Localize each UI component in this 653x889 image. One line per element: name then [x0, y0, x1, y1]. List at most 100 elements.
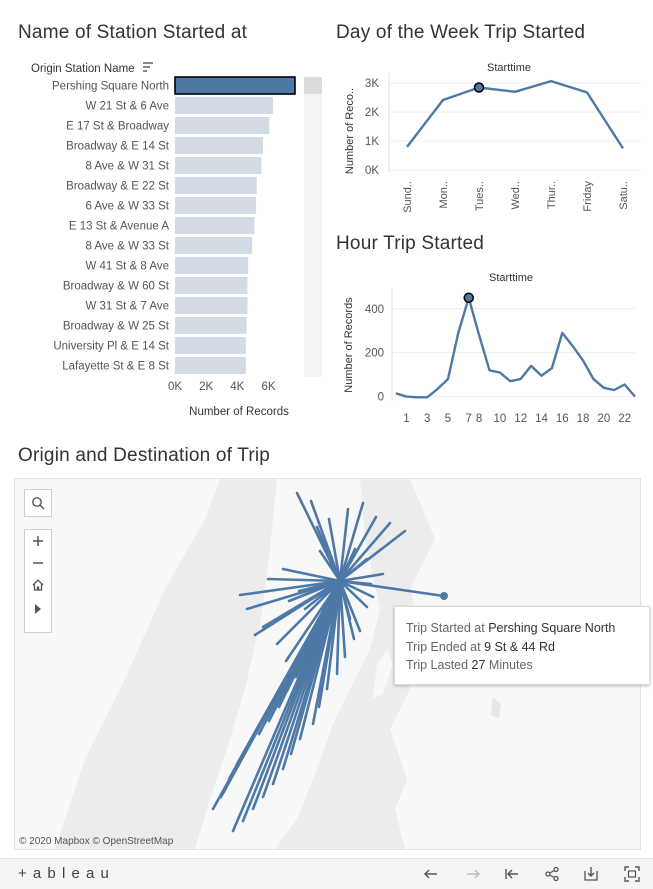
tooltip-trip-lasted: Trip Lasted 27 Minutes	[406, 658, 533, 672]
trip-line[interactable]	[275, 579, 342, 646]
trip-line[interactable]	[338, 507, 350, 583]
fullscreen-button[interactable]	[621, 863, 643, 885]
hour-line-chart[interactable]: Starttime 0 200 400 Number of Records 1 3 5 7 8 10…	[330, 265, 653, 430]
station-header-label[interactable]: Origin Station Name	[31, 63, 135, 75]
bar[interactable]	[175, 117, 270, 134]
bar[interactable]	[175, 97, 274, 114]
redo-icon	[467, 869, 480, 879]
day-line-chart[interactable]: Starttime 0K 1K 2K 3K Number of Reco.. Sund.. M…	[330, 55, 653, 223]
trip-line[interactable]	[335, 579, 342, 676]
search-icon	[32, 497, 45, 510]
x-tick-label: 1	[403, 413, 409, 425]
redo-button[interactable]	[462, 863, 484, 885]
bar[interactable]	[175, 277, 248, 294]
x-tick-label: 18	[577, 413, 590, 425]
day-series-line[interactable]	[406, 79, 625, 150]
tableau-toolbar: + a b l e a u	[0, 858, 653, 889]
trip-line[interactable]	[238, 579, 342, 597]
bar[interactable]	[175, 157, 262, 174]
trip-line[interactable]	[338, 579, 375, 599]
park-detail	[491, 697, 501, 719]
scrollbar-thumb[interactable]	[304, 77, 322, 94]
trip-line[interactable]	[313, 579, 342, 599]
x-tick-label: 14	[535, 413, 548, 425]
hour-series-line[interactable]	[395, 296, 636, 399]
trip-line[interactable]	[338, 579, 369, 609]
bar-category-label: Broadway & W 60 St	[63, 281, 170, 293]
trip-line[interactable]	[338, 521, 392, 583]
tooltip-trip-ended: Trip Ended at 9 St & 44 Rd	[406, 639, 555, 654]
bar[interactable]	[175, 217, 255, 234]
y-tick-label: 0K	[365, 165, 379, 177]
hour-chart-title: Hour Trip Started	[336, 233, 485, 254]
revert-button[interactable]	[501, 863, 523, 885]
download-button[interactable]	[580, 863, 602, 885]
bar[interactable]	[175, 177, 257, 194]
home-icon	[32, 579, 44, 591]
map-tooltip: Trip Started at Pershing Square North Tr…	[394, 606, 650, 685]
trip-line[interactable]	[284, 579, 342, 663]
bar-category-label: W 41 St & 8 Ave	[85, 261, 169, 273]
trip-line[interactable]	[281, 567, 342, 583]
y-tick-label: 0	[378, 392, 384, 404]
bar[interactable]	[175, 337, 246, 354]
bar-category-label: 8 Ave & W 31 St	[85, 161, 169, 173]
station-chart-title: Name of Station Started at	[18, 22, 248, 43]
x-tick-label: Mon..	[438, 181, 450, 209]
trip-line[interactable]	[318, 549, 342, 583]
bar[interactable]	[175, 297, 248, 314]
bar-category-label: Broadway & W 25 St	[63, 321, 170, 333]
bar-category-label: Broadway & E 14 St	[66, 141, 170, 153]
trip-line[interactable]	[338, 572, 385, 583]
home-button[interactable]	[31, 574, 45, 596]
sort-icon[interactable]	[143, 62, 153, 72]
share-button[interactable]	[541, 863, 563, 885]
bar[interactable]	[175, 137, 264, 154]
tableau-logo[interactable]: + a b l e a u	[18, 865, 110, 882]
zoom-out-icon	[33, 562, 43, 564]
y-tick-label: 2K	[365, 107, 379, 119]
x-tick-label: Satu..	[618, 181, 630, 210]
highlighted-point[interactable]	[473, 82, 485, 93]
trip-line[interactable]	[338, 547, 357, 583]
zoom-out-button[interactable]	[32, 552, 44, 574]
x-tick-label: Sund..	[402, 181, 414, 213]
bar[interactable]	[175, 237, 253, 254]
trip-line[interactable]	[324, 579, 342, 617]
bar[interactable]	[175, 257, 249, 274]
x-tick-label: Wed..	[510, 181, 522, 210]
trip-line[interactable]	[338, 501, 365, 583]
land-island	[373, 649, 393, 699]
x-tick-label: 7	[466, 413, 472, 425]
selected-trip-line[interactable]	[339, 579, 445, 598]
highlighted-point[interactable]	[463, 292, 474, 304]
x-tick-label: 10	[494, 413, 507, 425]
fullscreen-icon	[624, 866, 640, 882]
scrollbar-track[interactable]	[304, 77, 322, 377]
bar[interactable]	[174, 76, 296, 95]
zoom-in-button[interactable]	[32, 530, 44, 552]
map-attribution[interactable]: © 2020 Mapbox © OpenStreetMap	[19, 836, 174, 847]
map-tools-button[interactable]	[33, 596, 43, 622]
bar[interactable]	[175, 197, 257, 214]
undo-button[interactable]	[420, 863, 442, 885]
trip-line[interactable]	[327, 517, 342, 583]
trip-line[interactable]	[338, 557, 369, 583]
y-axis-label: Number of Reco..	[344, 88, 356, 174]
trip-map[interactable]: © 2020 Mapbox © OpenStreetMap	[14, 478, 641, 850]
bar[interactable]	[175, 317, 247, 334]
trip-line[interactable]	[311, 579, 342, 726]
bar-category-label: E 17 St & Broadway	[66, 121, 169, 133]
undo-icon	[424, 869, 437, 879]
trip-line[interactable]	[287, 579, 342, 603]
bar[interactable]	[175, 357, 246, 374]
trip-line[interactable]	[338, 579, 356, 641]
bar-category-label: W 31 St & 7 Ave	[85, 301, 169, 313]
map-search-button[interactable]	[24, 489, 52, 517]
station-bar-chart[interactable]: Origin Station Name Pershing Square North…	[0, 55, 330, 427]
x-tick-label: 16	[556, 413, 569, 425]
revert-icon	[505, 869, 518, 879]
trip-end-point[interactable]	[440, 592, 448, 600]
play-icon	[35, 604, 41, 614]
trip-line[interactable]	[266, 577, 342, 583]
